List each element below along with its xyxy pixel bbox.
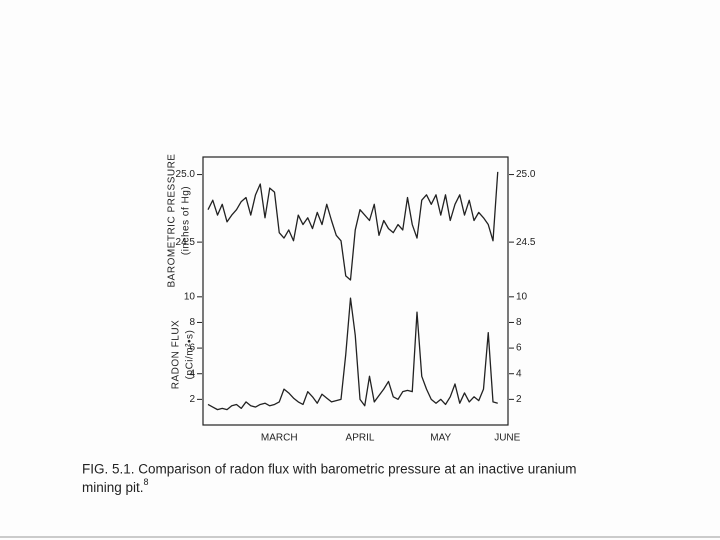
y-axis-label: (pCi/m²•s) (185, 330, 196, 380)
line (207, 297, 498, 411)
y-axis-label: BAROMETRIC PRESSURE (167, 154, 178, 288)
y-tick-label: 24.5 (176, 237, 196, 248)
caption-line: mining pit. (82, 480, 144, 495)
plot-frame (202, 156, 509, 426)
x-tick-label: MARCH (261, 433, 298, 444)
y-tick-label: 8 (189, 317, 195, 328)
y2-tick-label: 25.0 (516, 169, 536, 180)
y2-tick-label: 10 (516, 291, 528, 302)
y2-tick-label: 2 (516, 394, 522, 405)
y2-tick-label: 24.5 (516, 237, 536, 248)
line (207, 171, 499, 281)
y-tick-label: 6 (189, 343, 195, 354)
y-tick-label: 10 (184, 291, 196, 302)
caption: mining pit.8 (82, 477, 149, 494)
x-tick-label: JUNE (494, 433, 520, 444)
y-tick-label: 4 (189, 368, 195, 379)
y2-tick-label: 6 (516, 343, 522, 354)
y-tick-label: 25.0 (176, 169, 196, 180)
y2-tick-label: 8 (516, 317, 522, 328)
y2-tick-label: 4 (516, 368, 522, 379)
y-tick-label: 2 (189, 394, 195, 405)
y-axis-label: RADON FLUX (171, 320, 182, 389)
x-tick-label: MAY (430, 433, 451, 444)
caption-ref: 8 (144, 477, 149, 487)
caption: FIG. 5.1. Comparison of radon flux with … (82, 462, 576, 477)
x-tick-label: APRIL (346, 433, 375, 444)
y-axis-label: (inches of Hg) (181, 186, 192, 255)
